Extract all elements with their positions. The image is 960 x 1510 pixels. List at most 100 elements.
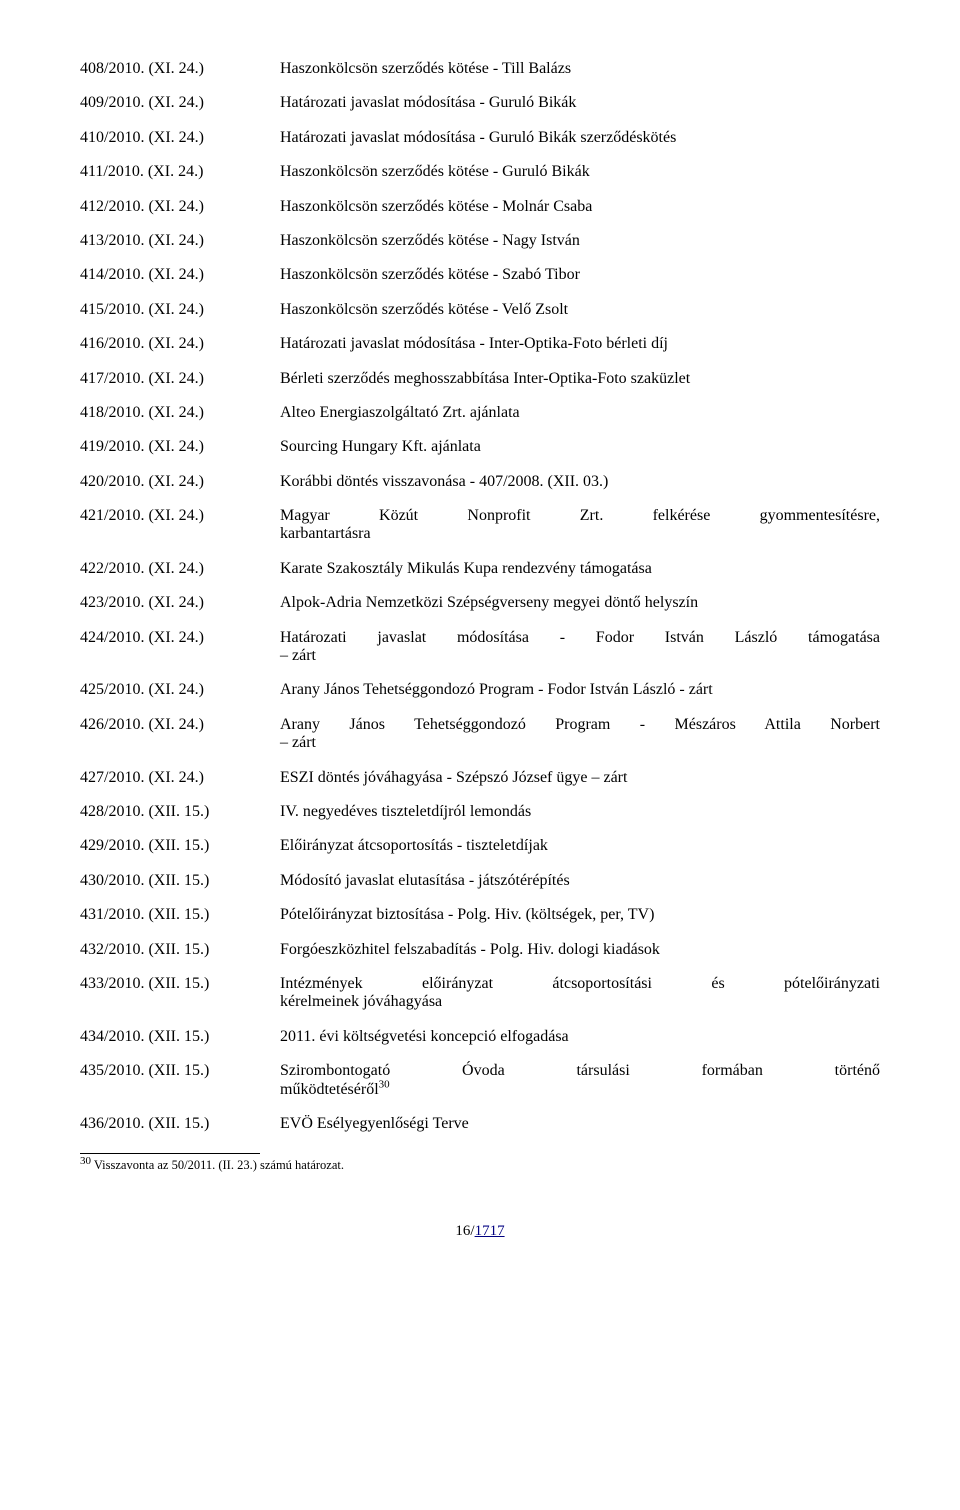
resolution-desc: Haszonkölcsön szerződés kötése - Molnár … (280, 198, 880, 216)
resolution-ref: 429/2010. (XII. 15.) (80, 837, 280, 855)
list-item: 433/2010. (XII. 15.)Intézmények előirány… (80, 975, 880, 1012)
list-item: 430/2010. (XII. 15.)Módosító javaslat el… (80, 872, 880, 890)
resolution-desc: Módosító javaslat elutasítása - játszóté… (280, 872, 880, 890)
list-item: 424/2010. (XI. 24.)Határozati javaslat m… (80, 629, 880, 666)
resolution-desc: Határozati javaslat módosítása - Inter-O… (280, 335, 880, 353)
list-item: 416/2010. (XI. 24.)Határozati javaslat m… (80, 335, 880, 353)
list-item: 415/2010. (XI. 24.)Haszonkölcsön szerződ… (80, 301, 880, 319)
resolution-ref: 436/2010. (XII. 15.) (80, 1115, 280, 1133)
resolution-desc: Előirányzat átcsoportosítás - tiszteletd… (280, 837, 880, 855)
list-item: 427/2010. (XI. 24.)ESZI döntés jóváhagyá… (80, 769, 880, 787)
resolution-ref: 422/2010. (XI. 24.) (80, 560, 280, 578)
list-item: 431/2010. (XII. 15.)Pótelőirányzat bizto… (80, 906, 880, 924)
resolution-ref: 412/2010. (XI. 24.) (80, 198, 280, 216)
resolution-ref: 425/2010. (XI. 24.) (80, 681, 280, 699)
resolution-ref: 420/2010. (XI. 24.) (80, 473, 280, 491)
resolution-list: 408/2010. (XI. 24.)Haszonkölcsön szerződ… (80, 60, 880, 1133)
resolution-ref: 435/2010. (XII. 15.) (80, 1062, 280, 1080)
list-item: 417/2010. (XI. 24.)Bérleti szerződés meg… (80, 370, 880, 388)
list-item: 436/2010. (XII. 15.)EVÖ Esélyegyenlőségi… (80, 1115, 880, 1133)
resolution-ref: 423/2010. (XI. 24.) (80, 594, 280, 612)
resolution-ref: 426/2010. (XI. 24.) (80, 716, 280, 734)
resolution-desc: Haszonkölcsön szerződés kötése - Szabó T… (280, 266, 880, 284)
resolution-desc-line: karbantartásra (280, 525, 880, 543)
resolution-ref: 424/2010. (XI. 24.) (80, 629, 280, 647)
resolution-desc: Határozati javaslat módosítása - Guruló … (280, 129, 880, 147)
list-item: 426/2010. (XI. 24.)Arany János Tehetségg… (80, 716, 880, 753)
list-item: 409/2010. (XI. 24.)Határozati javaslat m… (80, 94, 880, 112)
resolution-desc: 2011. évi költségvetési koncepció elfoga… (280, 1028, 880, 1046)
resolution-desc: Magyar Közút Nonprofit Zrt. felkérése gy… (280, 507, 880, 544)
resolution-desc-line: Intézmények előirányzat átcsoportosítási… (280, 975, 880, 993)
footnote: 30 Visszavonta az 50/2011. (II. 23.) szá… (80, 1158, 880, 1172)
list-item: 412/2010. (XI. 24.)Haszonkölcsön szerződ… (80, 198, 880, 216)
resolution-desc-line: Szirombontogató Óvoda társulási formában… (280, 1062, 880, 1080)
resolution-desc: Forgóeszközhitel felszabadítás - Polg. H… (280, 941, 880, 959)
list-item: 420/2010. (XI. 24.)Korábbi döntés vissza… (80, 473, 880, 491)
footnote-number: 30 (80, 1155, 91, 1167)
resolution-desc-line: – zárt (280, 647, 880, 665)
resolution-ref: 418/2010. (XI. 24.) (80, 404, 280, 422)
resolution-ref: 433/2010. (XII. 15.) (80, 975, 280, 993)
resolution-ref: 431/2010. (XII. 15.) (80, 906, 280, 924)
resolution-desc: Alpok-Adria Nemzetközi Szépségverseny me… (280, 594, 880, 612)
list-item: 418/2010. (XI. 24.)Alteo Energiaszolgált… (80, 404, 880, 422)
resolution-ref: 414/2010. (XI. 24.) (80, 266, 280, 284)
resolution-ref: 428/2010. (XII. 15.) (80, 803, 280, 821)
list-item: 428/2010. (XII. 15.)IV. negyedéves tiszt… (80, 803, 880, 821)
list-item: 434/2010. (XII. 15.)2011. évi költségvet… (80, 1028, 880, 1046)
resolution-desc: Határozati javaslat módosítása - Guruló … (280, 94, 880, 112)
resolution-ref: 415/2010. (XI. 24.) (80, 301, 280, 319)
list-item: 429/2010. (XII. 15.)Előirányzat átcsopor… (80, 837, 880, 855)
list-item: 410/2010. (XI. 24.)Határozati javaslat m… (80, 129, 880, 147)
list-item: 408/2010. (XI. 24.)Haszonkölcsön szerződ… (80, 60, 880, 78)
resolution-ref: 413/2010. (XI. 24.) (80, 232, 280, 250)
resolution-ref: 408/2010. (XI. 24.) (80, 60, 280, 78)
resolution-desc: EVÖ Esélyegyenlőségi Terve (280, 1115, 880, 1133)
resolution-desc: Arany János Tehetséggondozó Program - Fo… (280, 681, 880, 699)
list-item: 422/2010. (XI. 24.)Karate Szakosztály Mi… (80, 560, 880, 578)
resolution-desc: IV. negyedéves tiszteletdíjról lemondás (280, 803, 880, 821)
resolution-desc: Intézmények előirányzat átcsoportosítási… (280, 975, 880, 1012)
list-item: 423/2010. (XI. 24.)Alpok-Adria Nemzetköz… (80, 594, 880, 612)
page-total: 1717 (475, 1223, 505, 1239)
resolution-ref: 421/2010. (XI. 24.) (80, 507, 280, 525)
resolution-desc: Haszonkölcsön szerződés kötése - Guruló … (280, 163, 880, 181)
footnote-separator (80, 1153, 260, 1154)
resolution-desc: Határozati javaslat módosítása - Fodor I… (280, 629, 880, 666)
resolution-desc: ESZI döntés jóváhagyása - Szépszó József… (280, 769, 880, 787)
resolution-desc: Arany János Tehetséggondozó Program - Mé… (280, 716, 880, 753)
resolution-desc-line: Magyar Közút Nonprofit Zrt. felkérése gy… (280, 507, 880, 525)
resolution-ref: 411/2010. (XI. 24.) (80, 163, 280, 181)
resolution-desc-line: működtetéséről30 (280, 1081, 880, 1099)
resolution-desc: Alteo Energiaszolgáltató Zrt. ajánlata (280, 404, 880, 422)
resolution-desc-line: – zárt (280, 734, 880, 752)
footnote-text: Visszavonta az 50/2011. (II. 23.) számú … (91, 1158, 344, 1172)
resolution-desc: Haszonkölcsön szerződés kötése - Till Ba… (280, 60, 880, 78)
resolution-desc-line: Arany János Tehetséggondozó Program - Mé… (280, 716, 880, 734)
list-item: 425/2010. (XI. 24.)Arany János Tehetségg… (80, 681, 880, 699)
resolution-ref: 417/2010. (XI. 24.) (80, 370, 280, 388)
list-item: 419/2010. (XI. 24.)Sourcing Hungary Kft.… (80, 438, 880, 456)
footnote-marker: 30 (379, 1078, 390, 1090)
resolution-desc: Korábbi döntés visszavonása - 407/2008. … (280, 473, 880, 491)
resolution-ref: 427/2010. (XI. 24.) (80, 769, 280, 787)
resolution-desc: Pótelőirányzat biztosítása - Polg. Hiv. … (280, 906, 880, 924)
resolution-ref: 416/2010. (XI. 24.) (80, 335, 280, 353)
resolution-ref: 430/2010. (XII. 15.) (80, 872, 280, 890)
resolution-desc: Sourcing Hungary Kft. ajánlata (280, 438, 880, 456)
resolution-ref: 432/2010. (XII. 15.) (80, 941, 280, 959)
list-item: 432/2010. (XII. 15.)Forgóeszközhitel fel… (80, 941, 880, 959)
resolution-desc: Haszonkölcsön szerződés kötése - Velő Zs… (280, 301, 880, 319)
resolution-ref: 410/2010. (XI. 24.) (80, 129, 280, 147)
resolution-desc-line: Határozati javaslat módosítása - Fodor I… (280, 629, 880, 647)
resolution-ref: 419/2010. (XI. 24.) (80, 438, 280, 456)
resolution-ref: 434/2010. (XII. 15.) (80, 1028, 280, 1046)
resolution-desc: Szirombontogató Óvoda társulási formában… (280, 1062, 880, 1099)
list-item: 413/2010. (XI. 24.)Haszonkölcsön szerződ… (80, 232, 880, 250)
list-item: 411/2010. (XI. 24.)Haszonkölcsön szerződ… (80, 163, 880, 181)
list-item: 421/2010. (XI. 24.)Magyar Közút Nonprofi… (80, 507, 880, 544)
resolution-desc-line: kérelmeinek jóváhagyása (280, 993, 880, 1011)
resolution-desc: Karate Szakosztály Mikulás Kupa rendezvé… (280, 560, 880, 578)
resolution-ref: 409/2010. (XI. 24.) (80, 94, 280, 112)
